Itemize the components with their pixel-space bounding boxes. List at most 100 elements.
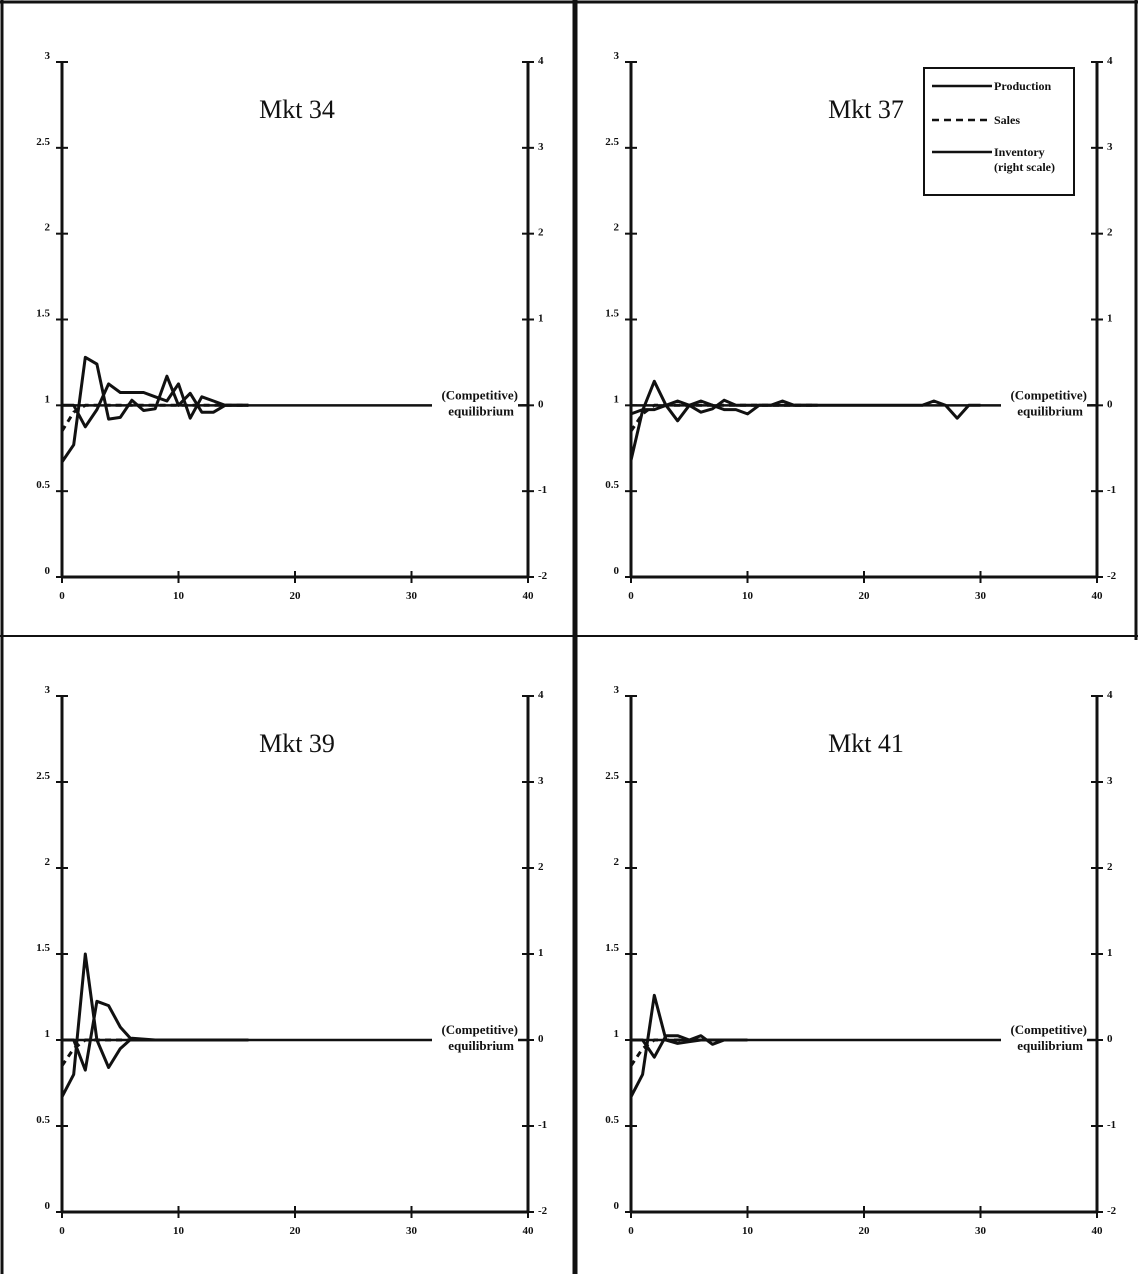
y2-tick-label: -1 — [538, 484, 547, 496]
y2-tick-label: 1 — [538, 313, 544, 325]
chart-title: Mkt 37 — [828, 95, 904, 124]
y2-tick-label: 0 — [538, 1033, 544, 1045]
legend-label-inventory: Inventory — [994, 145, 1045, 159]
series-inventory — [62, 999, 249, 1072]
series-inventory — [630, 399, 981, 420]
y-tick-label: 2.5 — [605, 136, 619, 148]
y2-tick-label: 1 — [1107, 313, 1113, 325]
annotation-line-2: equilibrium — [448, 403, 514, 418]
y-tick-label: 2.5 — [36, 770, 50, 782]
legend-label-production: Production — [994, 79, 1051, 93]
series-inventory — [631, 1034, 748, 1059]
x-tick-label: 10 — [742, 1225, 754, 1237]
series-sales — [629, 403, 818, 432]
legend-label-sales: Sales — [994, 113, 1020, 127]
x-tick-label: 30 — [975, 590, 987, 602]
y2-tick-label: -1 — [1107, 1119, 1116, 1131]
y-tick-label: 0 — [45, 565, 51, 577]
y2-tick-label: 4 — [1107, 55, 1113, 67]
legend-note: (right scale) — [994, 160, 1055, 174]
y-tick-label: 2.5 — [605, 770, 619, 782]
y2-tick-label: 1 — [538, 947, 544, 959]
annotation-line-2: equilibrium — [448, 1038, 514, 1053]
y2-tick-label: 0 — [1107, 398, 1113, 410]
x-tick-label: 40 — [1092, 1225, 1104, 1237]
x-tick-label: 10 — [173, 1225, 185, 1237]
y2-tick-label: 3 — [538, 141, 544, 153]
y-tick-label: 3 — [614, 684, 620, 696]
y2-tick-label: -1 — [1107, 484, 1116, 496]
y2-tick-label: 2 — [538, 227, 544, 239]
legend-box — [923, 67, 1075, 196]
x-tick-label: 10 — [742, 590, 754, 602]
y2-tick-label: 2 — [1107, 227, 1113, 239]
x-tick-label: 0 — [59, 1225, 65, 1237]
x-tick-label: 10 — [173, 590, 185, 602]
y2-tick-label: 3 — [538, 775, 544, 787]
y-tick-label: 2.5 — [36, 136, 50, 148]
series-inventory — [62, 382, 249, 429]
y-tick-label: 0 — [614, 565, 620, 577]
series-sales — [60, 1038, 179, 1067]
y2-tick-label: -2 — [538, 1205, 548, 1217]
y2-tick-label: 4 — [1107, 689, 1113, 701]
chart-title: Mkt 39 — [259, 729, 335, 758]
y-tick-label: 0.5 — [605, 479, 619, 491]
x-tick-label: 20 — [290, 1225, 302, 1237]
x-tick-label: 20 — [859, 590, 871, 602]
y-tick-label: 1 — [614, 1028, 620, 1040]
y-tick-label: 0.5 — [605, 1114, 619, 1126]
annotation-line-2: equilibrium — [1017, 403, 1083, 418]
x-tick-label: 0 — [59, 590, 65, 602]
y-tick-label: 1 — [614, 393, 620, 405]
y-tick-label: 3 — [614, 50, 620, 62]
x-tick-label: 20 — [290, 590, 302, 602]
y-tick-label: 1 — [45, 393, 51, 405]
y-tick-label: 1 — [45, 1028, 51, 1040]
series-production — [629, 379, 818, 461]
y2-tick-label: -2 — [538, 570, 548, 582]
y-tick-label: 2 — [614, 856, 620, 868]
annotation-line-1: (Competitive) — [441, 1022, 518, 1037]
annotation-line-1: (Competitive) — [1010, 1022, 1087, 1037]
series-production — [60, 355, 249, 463]
y2-tick-label: 3 — [1107, 141, 1113, 153]
series-sales — [60, 403, 249, 432]
y2-tick-label: 1 — [1107, 947, 1113, 959]
annotation-line-1: (Competitive) — [1010, 387, 1087, 402]
y-tick-label: 1.5 — [605, 942, 619, 954]
x-tick-label: 40 — [523, 1225, 535, 1237]
series-production — [60, 952, 249, 1098]
x-tick-label: 30 — [406, 1225, 418, 1237]
y-tick-label: 0 — [45, 1200, 51, 1212]
x-tick-label: 30 — [975, 1225, 987, 1237]
y2-tick-label: 2 — [1107, 861, 1113, 873]
y-tick-label: 3 — [45, 50, 51, 62]
y-tick-label: 1.5 — [36, 308, 50, 320]
y-tick-label: 1.5 — [605, 308, 619, 320]
y2-tick-label: -2 — [1107, 570, 1117, 582]
y2-tick-label: 3 — [1107, 775, 1113, 787]
y2-tick-label: 0 — [538, 398, 544, 410]
y-tick-label: 2 — [45, 856, 51, 868]
y-tick-label: 2 — [614, 222, 620, 234]
y2-tick-label: -2 — [1107, 1205, 1117, 1217]
y2-tick-label: -1 — [538, 1119, 547, 1131]
chart-title: Mkt 41 — [828, 729, 904, 758]
legend: Production Sales Inventory(right scale) — [923, 67, 1075, 196]
y-tick-label: 0 — [614, 1200, 620, 1212]
y-tick-label: 3 — [45, 684, 51, 696]
y-tick-label: 2 — [45, 222, 51, 234]
x-tick-label: 40 — [1092, 590, 1104, 602]
y2-tick-label: 4 — [538, 55, 544, 67]
x-tick-label: 40 — [523, 590, 535, 602]
annotation-line-2: equilibrium — [1017, 1038, 1083, 1053]
x-tick-label: 0 — [628, 1225, 634, 1237]
y2-tick-label: 4 — [538, 689, 544, 701]
